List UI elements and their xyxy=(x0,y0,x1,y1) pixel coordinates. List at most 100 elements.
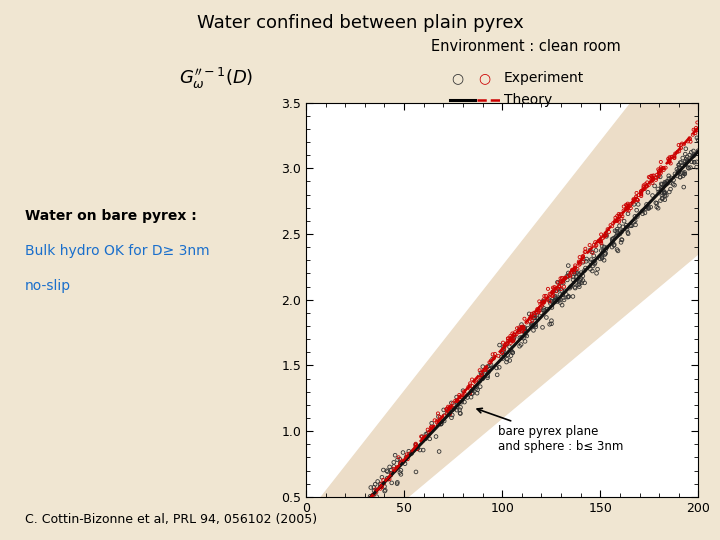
Point xyxy=(379,482,390,491)
Point xyxy=(447,399,459,408)
Point xyxy=(650,199,662,207)
Point xyxy=(506,336,518,345)
Point xyxy=(395,459,406,468)
Point xyxy=(382,475,394,484)
Point xyxy=(433,418,445,427)
Point xyxy=(372,477,383,486)
Point xyxy=(669,154,680,163)
Point xyxy=(505,352,517,360)
Point xyxy=(599,231,611,240)
Point xyxy=(539,306,550,315)
Point xyxy=(484,361,495,370)
Point xyxy=(566,268,577,276)
Point xyxy=(394,468,405,477)
Point xyxy=(664,157,675,166)
Point xyxy=(410,440,421,449)
Point xyxy=(569,269,580,278)
Point xyxy=(527,322,539,330)
Point xyxy=(621,204,632,213)
Point xyxy=(498,346,509,355)
Point xyxy=(457,387,469,395)
Point xyxy=(547,291,559,300)
Point xyxy=(598,242,610,251)
Point xyxy=(590,246,602,255)
Point xyxy=(441,408,453,417)
Point xyxy=(480,363,492,372)
Point xyxy=(489,349,500,358)
Point xyxy=(386,469,397,477)
Point xyxy=(528,326,539,335)
Point xyxy=(446,406,458,414)
Point xyxy=(412,444,423,453)
Point xyxy=(443,410,454,419)
Point xyxy=(534,306,545,315)
Point xyxy=(519,323,531,332)
Point xyxy=(549,296,561,305)
Point xyxy=(423,431,434,440)
Point xyxy=(533,308,544,316)
Point xyxy=(377,476,389,484)
Point xyxy=(570,264,581,273)
Point xyxy=(585,258,596,266)
Point xyxy=(420,434,431,443)
Point xyxy=(526,313,538,321)
Point xyxy=(408,446,419,455)
Point xyxy=(596,242,608,251)
Point xyxy=(531,309,542,318)
Point xyxy=(652,185,664,193)
Point xyxy=(435,420,446,429)
Point xyxy=(564,271,576,279)
Point xyxy=(451,393,462,401)
Point xyxy=(617,222,629,231)
Point xyxy=(575,274,587,283)
Point xyxy=(485,356,497,365)
Point xyxy=(549,292,561,301)
Point xyxy=(518,323,529,332)
Point xyxy=(502,334,513,343)
Point xyxy=(551,284,562,293)
Point xyxy=(537,297,549,306)
Point xyxy=(687,130,698,139)
Point xyxy=(645,172,657,180)
Point xyxy=(418,446,429,455)
Point xyxy=(561,290,572,299)
Point xyxy=(563,292,575,301)
Point xyxy=(629,200,640,208)
Point xyxy=(624,202,636,211)
Point xyxy=(382,474,393,482)
Point xyxy=(643,204,654,212)
Point xyxy=(637,185,649,193)
Point xyxy=(422,429,433,437)
Point xyxy=(552,285,564,293)
Point xyxy=(552,297,563,306)
Point xyxy=(658,166,670,174)
Point xyxy=(575,259,586,268)
Point xyxy=(487,350,498,359)
Point xyxy=(690,124,702,132)
Point xyxy=(606,235,618,244)
Point xyxy=(553,281,564,290)
Point xyxy=(485,361,497,369)
Point xyxy=(567,292,579,301)
Point xyxy=(691,158,703,166)
Point xyxy=(678,183,690,191)
Point xyxy=(663,174,675,183)
Point xyxy=(608,234,619,243)
Point xyxy=(675,158,687,167)
Point xyxy=(652,172,664,181)
Point xyxy=(687,152,698,161)
Point xyxy=(444,403,456,411)
Point xyxy=(568,268,580,277)
Point xyxy=(611,217,623,225)
Point xyxy=(502,338,513,347)
Point xyxy=(369,487,380,495)
Point xyxy=(423,428,435,436)
Point xyxy=(660,189,671,198)
Point xyxy=(629,217,641,225)
Point xyxy=(411,445,423,454)
Point xyxy=(459,387,470,396)
Point xyxy=(576,278,588,287)
Point xyxy=(673,161,685,170)
Point xyxy=(570,263,581,272)
Point xyxy=(425,426,436,435)
